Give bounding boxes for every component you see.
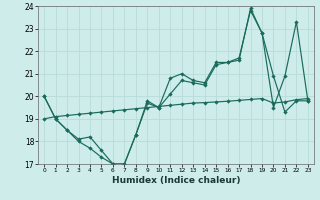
X-axis label: Humidex (Indice chaleur): Humidex (Indice chaleur): [112, 176, 240, 185]
